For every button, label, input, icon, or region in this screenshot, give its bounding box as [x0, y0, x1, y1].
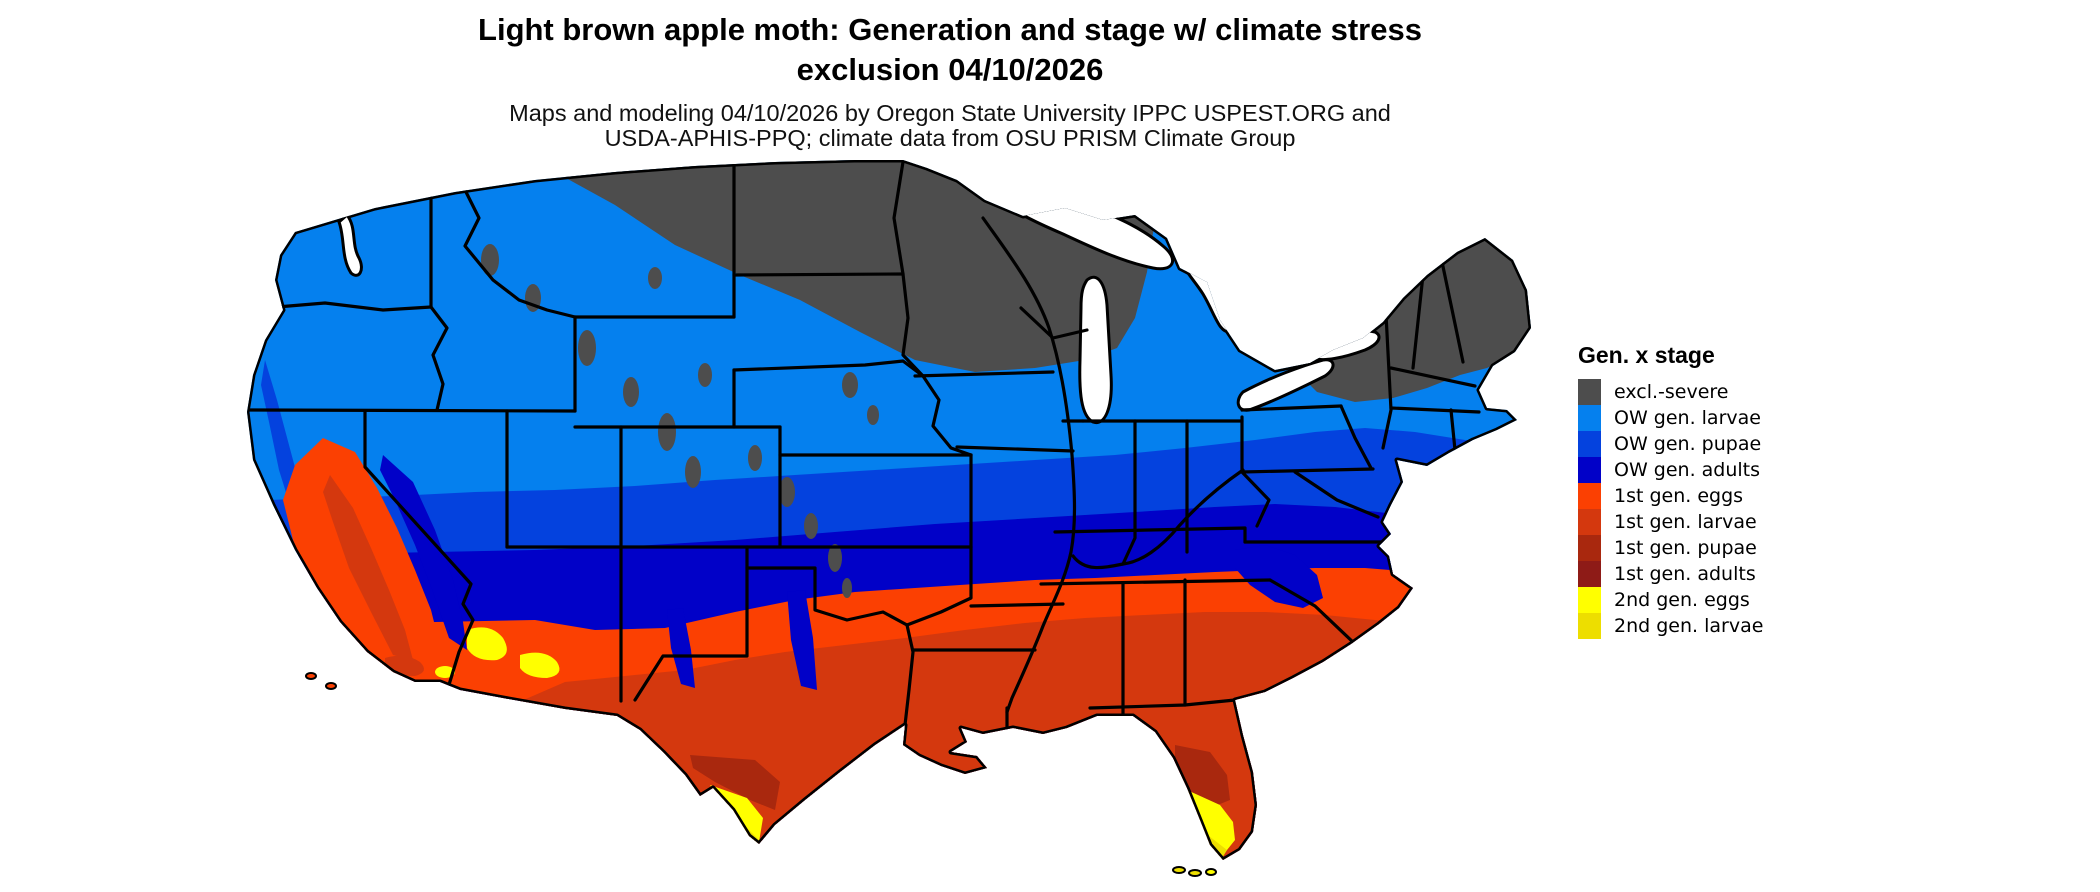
legend-item-label: OW gen. larvae [1614, 407, 1761, 429]
region-gen2-eggs-florida [1187, 790, 1235, 855]
legend-item-label: OW gen. adults [1614, 459, 1761, 481]
legend-swatch-icon [1578, 535, 1601, 561]
map-subtitle-line1: Maps and modeling 04/10/2026 by Oregon S… [509, 100, 1391, 126]
us-phenology-map [247, 160, 1531, 877]
region-ow-adults-nm-tongue1 [667, 608, 695, 688]
legend-swatch-icon [1578, 379, 1601, 405]
legend-swatch-icon [1578, 509, 1601, 535]
map-title-line2: exclusion 04/10/2026 [796, 52, 1104, 87]
legend-item-ow-pupae: OW gen. pupae [1578, 431, 1878, 457]
legend-item-gen2-eggs: 2nd gen. eggs [1578, 587, 1878, 613]
region-ow-adults-appalachia [1235, 545, 1323, 608]
state-borders [247, 160, 1481, 732]
legend-item-ow-larvae: OW gen. larvae [1578, 405, 1878, 431]
map-subtitle-line2: USDA-APHIS-PPQ; climate data from OSU PR… [604, 125, 1296, 152]
puget-sound-icon [337, 212, 363, 277]
region-gen1-larvae-california [323, 475, 413, 660]
map-title-line1: Light brown apple moth: Generation and s… [478, 12, 1422, 47]
legend-item-gen1-larvae: 1st gen. larvae [1578, 509, 1878, 535]
region-gen1-pupae-florida [1175, 745, 1230, 808]
us-border-outline [247, 160, 1531, 860]
legend-swatch-icon [1578, 483, 1601, 509]
legend-item-label: 1st gen. eggs [1614, 485, 1744, 507]
legend-item-gen2-larvae: 2nd gen. larvae [1578, 613, 1878, 639]
legend-item-gen1-adults: 1st gen. adults [1578, 561, 1878, 587]
offshore-islands [305, 672, 1217, 877]
legend-item-label: OW gen. pupae [1614, 433, 1762, 455]
legend-item-gen1-eggs: 1st gen. eggs [1578, 483, 1878, 509]
region-gen2-eggs-imperial [435, 666, 455, 678]
legend-swatch-icon [1578, 561, 1601, 587]
legend-item-excl-severe: excl.-severe [1578, 379, 1878, 405]
legend-item-ow-adults: OW gen. adults [1578, 457, 1878, 483]
legend-swatch-icon [1578, 613, 1601, 639]
region-excl-severe-mountain-speckles [481, 244, 879, 598]
legend-rows: excl.-severe OW gen. larvae OW gen. pupa… [1578, 379, 1878, 639]
legend-swatch-icon [1578, 431, 1601, 457]
legend-item-label: excl.-severe [1614, 381, 1729, 403]
legend-item-gen1-pupae: 1st gen. pupae [1578, 535, 1878, 561]
legend-item-label: 1st gen. larvae [1614, 511, 1757, 533]
legend-swatch-icon [1578, 405, 1601, 431]
legend-swatch-icon [1578, 587, 1601, 613]
legend-item-label: 2nd gen. larvae [1614, 615, 1764, 637]
map-subtitle: Maps and modeling 04/10/2026 by Oregon S… [120, 100, 1780, 152]
region-ow-adults-nm-tongue2 [787, 590, 817, 690]
legend-item-label: 2nd gen. eggs [1614, 589, 1750, 611]
legend-title: Gen. x stage [1578, 342, 1715, 368]
legend: Gen. x stage excl.-severe OW gen. larvae… [1578, 342, 1878, 639]
region-gen1-pupae-south-texas [690, 755, 780, 810]
map-header: Light brown apple moth: Generation and s… [120, 14, 1780, 152]
legend-item-label: 1st gen. adults [1614, 563, 1756, 585]
lake-michigan-icon [1078, 275, 1113, 425]
legend-item-label: 1st gen. pupae [1614, 537, 1757, 559]
region-gen2-eggs-arizona1 [467, 627, 507, 661]
region-ow-adults-sierra [380, 455, 467, 650]
legend-swatch-icon [1578, 457, 1601, 483]
region-ow-pupae-coast-strip [261, 360, 311, 520]
region-gen2-eggs-arizona2 [520, 652, 560, 678]
